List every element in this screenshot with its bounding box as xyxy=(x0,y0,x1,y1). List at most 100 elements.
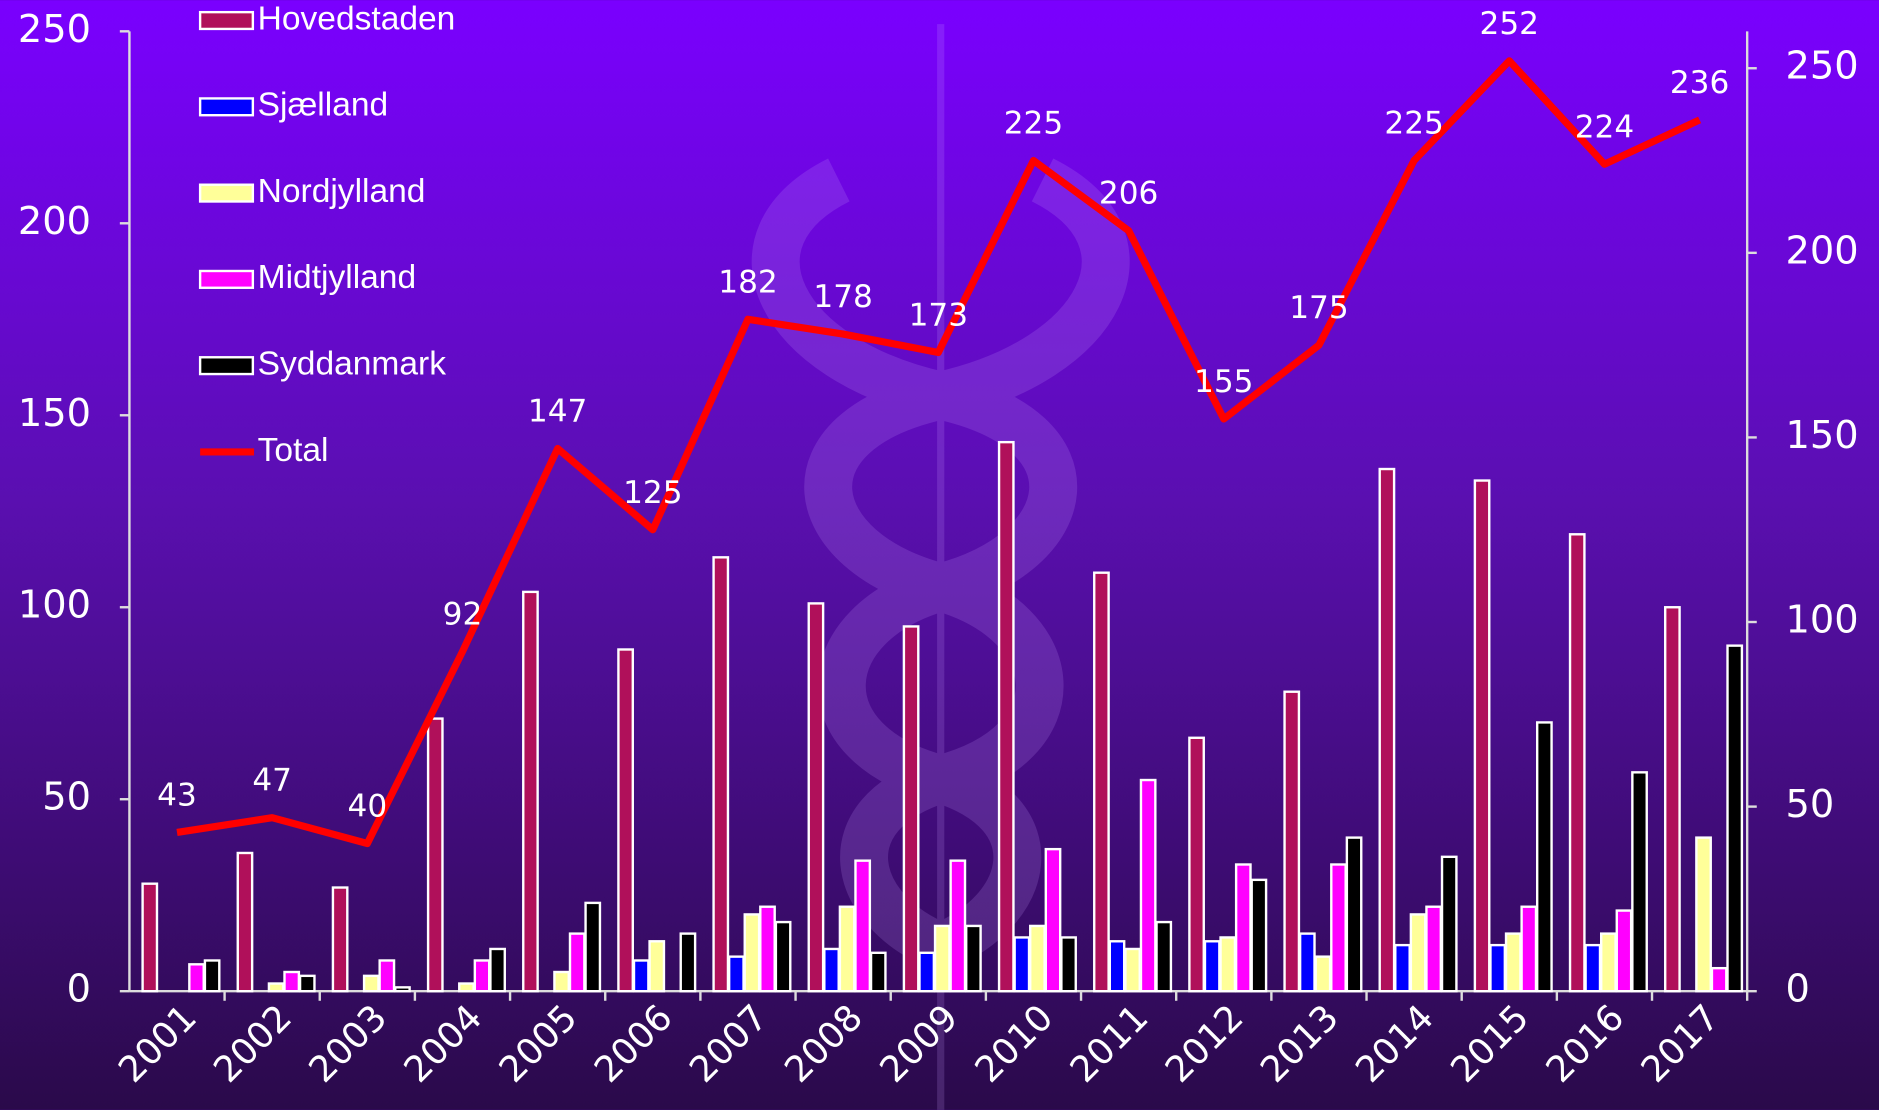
bar xyxy=(809,603,823,991)
x-tick-label: 2014 xyxy=(1348,997,1442,1091)
bar xyxy=(1285,692,1299,991)
bar xyxy=(1490,945,1504,991)
bar xyxy=(871,953,885,991)
bar xyxy=(300,976,314,991)
x-tick-label: 2015 xyxy=(1443,997,1537,1091)
bar xyxy=(1411,914,1425,991)
bar xyxy=(1506,934,1520,992)
x-tick-label: 2013 xyxy=(1253,997,1347,1091)
bar xyxy=(1252,880,1266,991)
bar xyxy=(1030,926,1044,991)
x-tick-label: 2011 xyxy=(1063,997,1157,1091)
bar xyxy=(1442,857,1456,991)
legend-swatch xyxy=(200,12,253,29)
legend-swatch xyxy=(200,98,253,115)
bar xyxy=(634,960,648,991)
bar xyxy=(714,557,728,991)
bar xyxy=(475,960,489,991)
legend-label: Nordjylland xyxy=(258,173,426,210)
y-tick-label: 200 xyxy=(18,199,91,244)
x-tick-label: 2001 xyxy=(111,997,205,1091)
bar xyxy=(760,907,774,991)
legend-label: Syddanmark xyxy=(258,346,447,383)
data-label: 236 xyxy=(1670,65,1729,101)
bar xyxy=(1475,481,1489,992)
bar xyxy=(1380,469,1394,991)
y2-tick-label: 50 xyxy=(1786,782,1835,827)
data-label: 252 xyxy=(1480,6,1539,42)
data-label: 178 xyxy=(813,279,872,315)
bar xyxy=(776,922,790,991)
data-label: 173 xyxy=(909,298,968,334)
data-label: 206 xyxy=(1099,176,1158,212)
bar xyxy=(1125,949,1139,991)
data-label: 225 xyxy=(1384,106,1443,142)
bar xyxy=(586,903,600,991)
bar xyxy=(1617,911,1631,992)
y2-tick-label: 200 xyxy=(1786,228,1859,273)
bar xyxy=(745,914,759,991)
bar xyxy=(364,976,378,991)
bar xyxy=(1395,945,1409,991)
y-tick-label: 0 xyxy=(67,967,91,1012)
x-tick-label: 2002 xyxy=(206,997,300,1091)
bar xyxy=(919,953,933,991)
bar xyxy=(238,853,252,991)
bar xyxy=(966,926,980,991)
bar xyxy=(380,960,394,991)
legend-label: Hovedstaden xyxy=(258,0,456,37)
bar xyxy=(1586,945,1600,991)
bar xyxy=(618,649,632,991)
legend-label: Total xyxy=(258,432,329,469)
x-tick-label: 2016 xyxy=(1539,997,1633,1091)
bar xyxy=(1300,934,1314,992)
bar xyxy=(1522,907,1536,991)
bar xyxy=(143,884,157,992)
bar xyxy=(285,972,299,991)
bar xyxy=(205,960,219,991)
y2-tick-label: 100 xyxy=(1786,598,1859,643)
bar xyxy=(1205,941,1219,991)
chart: 0501001502002500501001502002502001200220… xyxy=(0,0,1879,1110)
data-label: 92 xyxy=(443,597,483,633)
x-tick-label: 2010 xyxy=(968,997,1062,1091)
x-tick-label: 2005 xyxy=(492,997,586,1091)
y-tick-label: 250 xyxy=(18,7,91,52)
y2-tick-label: 150 xyxy=(1786,413,1859,458)
data-label: 40 xyxy=(348,789,388,825)
bar xyxy=(395,987,409,991)
data-label: 224 xyxy=(1575,109,1634,145)
bar xyxy=(189,964,203,991)
bar xyxy=(1728,646,1742,992)
bar xyxy=(1426,907,1440,991)
x-tick-label: 2004 xyxy=(397,997,491,1091)
legend-label: Midtjylland xyxy=(258,259,416,296)
y2-tick-label: 250 xyxy=(1786,44,1859,89)
legend-swatch xyxy=(200,357,253,374)
bar xyxy=(1537,722,1551,991)
bar xyxy=(1015,937,1029,991)
bar xyxy=(1331,864,1345,991)
bar xyxy=(523,592,537,991)
data-label: 147 xyxy=(528,394,587,430)
bar xyxy=(650,941,664,991)
x-tick-label: 2003 xyxy=(301,997,395,1091)
data-label: 125 xyxy=(623,475,682,511)
bar xyxy=(1046,849,1060,991)
legend-label: Sjælland xyxy=(258,87,389,124)
bar xyxy=(570,934,584,992)
x-tick-label: 2017 xyxy=(1634,997,1728,1091)
bar xyxy=(1665,607,1679,991)
bar xyxy=(904,626,918,991)
bar xyxy=(1157,922,1171,991)
legend-swatch xyxy=(200,185,253,202)
bar xyxy=(1712,968,1726,991)
x-tick-label: 2006 xyxy=(587,997,681,1091)
bar xyxy=(1632,772,1646,991)
data-label: 43 xyxy=(157,777,197,813)
bar xyxy=(824,949,838,991)
bar xyxy=(269,984,283,992)
bar xyxy=(1110,941,1124,991)
data-label: 155 xyxy=(1194,364,1253,400)
bar xyxy=(729,957,743,992)
